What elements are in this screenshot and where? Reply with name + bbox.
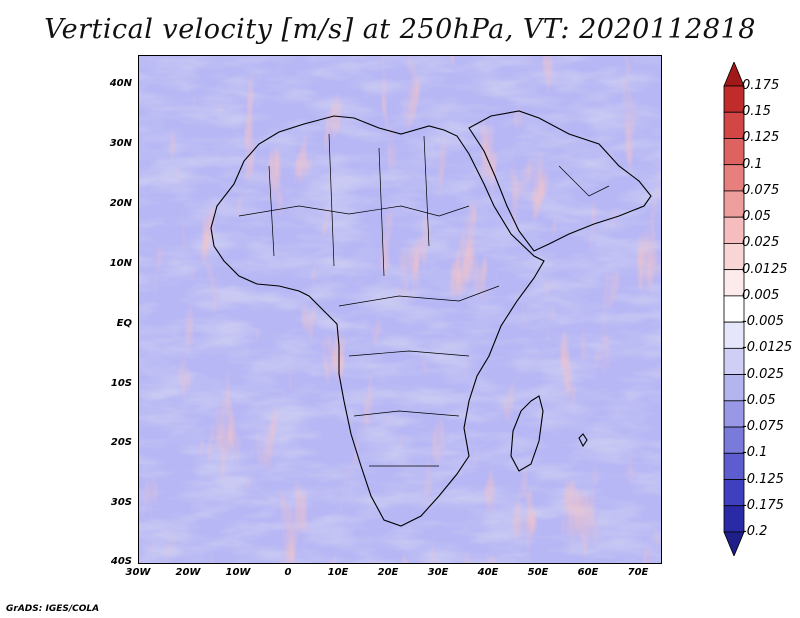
lon-label: 0 xyxy=(284,567,292,578)
colorbar-swatch xyxy=(723,347,745,375)
lon-label: 30E xyxy=(427,567,449,578)
colorbar-tick-label: -0.025 xyxy=(742,366,784,382)
lat-label: 40N xyxy=(109,78,132,89)
lon-label: 60E xyxy=(577,567,599,578)
lat-label: 40S xyxy=(110,556,132,567)
lat-label: 30N xyxy=(109,138,132,149)
colorbar-swatch xyxy=(723,400,745,428)
country-borders xyxy=(238,133,610,467)
colorbar-tick-label: -0.125 xyxy=(742,471,784,487)
colorbar-swatch xyxy=(723,295,745,323)
vertical-velocity-field xyxy=(139,56,661,563)
lat-label: 20N xyxy=(109,198,132,209)
colorbar-swatch-min xyxy=(723,531,745,558)
colorbar-tick-label: -0.075 xyxy=(742,419,784,435)
lon-label: 30W xyxy=(125,567,151,578)
colorbar-tick-label: 0.15 xyxy=(742,104,771,120)
colorbar-swatch xyxy=(723,243,745,271)
map-panel xyxy=(138,55,662,564)
colorbar-tick-label: -0.0125 xyxy=(742,340,793,356)
colorbar-tick-label: -0.005 xyxy=(742,314,784,330)
lon-label: 10W xyxy=(225,567,251,578)
colorbar-tick-label: 0.175 xyxy=(742,78,780,93)
colorbar-tick-label: -0.1 xyxy=(742,445,768,461)
colorbar-tick-label: 0.05 xyxy=(742,209,771,225)
colorbar-swatch xyxy=(723,479,745,507)
colorbar-swatch xyxy=(723,190,745,218)
colorbar-tick-label: 0.1 xyxy=(742,156,763,172)
credit-text: GrADS: IGES/COLA xyxy=(6,604,100,614)
lon-label: 70E xyxy=(627,567,649,578)
colorbar xyxy=(722,60,746,558)
colorbar-tick-label: 0.025 xyxy=(742,235,780,251)
lat-label: 20S xyxy=(110,437,132,448)
lat-label: 10S xyxy=(110,378,132,389)
coastlines xyxy=(210,110,652,527)
lat-label: EQ xyxy=(116,318,132,329)
colorbar-swatch xyxy=(723,321,745,349)
colorbar-tick-label: -0.175 xyxy=(742,497,784,513)
colorbar-swatch xyxy=(723,111,745,139)
chart-title: Vertical velocity [m/s] at 250hPa, VT: 2… xyxy=(44,14,756,45)
colorbar-swatch xyxy=(723,216,745,244)
colorbar-swatch xyxy=(723,374,745,402)
lon-label: 40E xyxy=(477,567,499,578)
colorbar-tick-label: -0.05 xyxy=(742,392,776,408)
colorbar-swatch xyxy=(723,505,745,533)
colorbar-swatch xyxy=(723,269,745,297)
colorbar-tick-label: -0.2 xyxy=(742,524,768,539)
lon-label: 20E xyxy=(377,567,399,578)
colorbar-tick-label: 0.005 xyxy=(742,287,780,303)
colorbar-swatch-max xyxy=(723,60,745,87)
colorbar-swatch xyxy=(723,138,745,166)
colorbar-swatch xyxy=(723,452,745,480)
lat-label: 10N xyxy=(109,258,132,269)
colorbar-swatch xyxy=(723,85,745,113)
colorbar-tick-label: 0.0125 xyxy=(742,261,788,277)
colorbar-swatch xyxy=(723,164,745,192)
colorbar-tick-label: 0.125 xyxy=(742,130,780,146)
lon-label: 50E xyxy=(527,567,549,578)
colorbar-tick-label: 0.075 xyxy=(742,182,780,198)
colorbar-swatch xyxy=(723,426,745,454)
lat-label: 30S xyxy=(110,497,132,508)
lon-label: 10E xyxy=(327,567,349,578)
colorbar-swatches xyxy=(723,60,745,558)
lon-label: 20W xyxy=(175,567,201,578)
